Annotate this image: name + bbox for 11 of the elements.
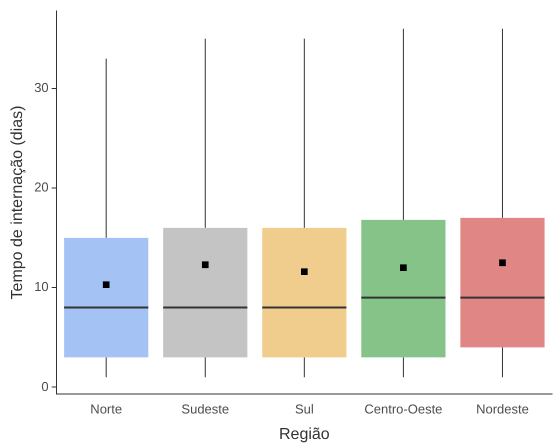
y-axis-title: Tempo de internação (dias) [9, 106, 26, 300]
x-tick-label: Sul [294, 402, 314, 417]
y-tick-label: 0 [41, 378, 49, 394]
x-tick-label: Sudeste [181, 402, 230, 417]
x-tick-label: Nordeste [476, 402, 529, 417]
x-axis-title: Região [278, 426, 330, 443]
y-tick-label: 20 [34, 180, 49, 195]
y-tick-label: 10 [34, 279, 49, 294]
y-tick-label: 30 [34, 80, 49, 96]
x-tick-label: Centro-Oeste [364, 402, 442, 417]
x-tick-label: Norte [90, 402, 122, 417]
